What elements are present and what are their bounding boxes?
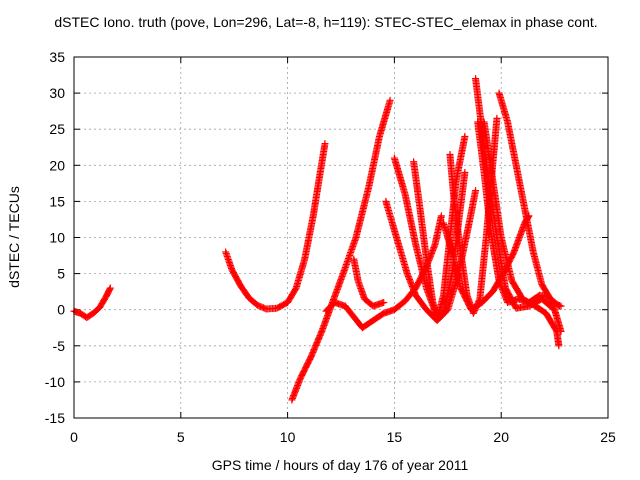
x-axis-label: GPS time / hours of day 176 of year 2011	[212, 457, 469, 473]
data-arc	[350, 255, 388, 310]
x-tick-label: 15	[387, 429, 403, 445]
data-arc	[288, 96, 394, 404]
data-arc	[440, 212, 533, 314]
data-arc	[70, 284, 114, 322]
y-tick-label: 10	[49, 230, 65, 246]
data-point	[380, 298, 388, 306]
data-point	[525, 212, 533, 220]
y-axis-label: dSTEC / TECUs	[6, 186, 22, 288]
tick-labels: 0 5 10 15 20 25 -15 -10 -5 0 5 10 15 20 25 30 35	[45, 49, 616, 445]
x-tick-label: 5	[177, 429, 185, 445]
data-point	[106, 285, 114, 293]
y-tick-label: 25	[49, 121, 65, 137]
data-arc	[474, 118, 563, 310]
plot-frame	[73, 56, 609, 419]
chart-title: dSTEC Iono. truth (pove, Lon=296, Lat=-8…	[54, 14, 597, 30]
data-point	[437, 212, 445, 220]
x-tick-label: 25	[600, 429, 616, 445]
data-point	[106, 284, 114, 292]
y-tick-label: 30	[49, 85, 65, 101]
data-point	[554, 301, 562, 309]
y-tick-label: 20	[49, 157, 65, 173]
data-arc	[222, 140, 329, 313]
data-point	[472, 187, 480, 195]
data-point	[386, 96, 394, 104]
data-point	[321, 140, 329, 148]
y-tick-label: 0	[57, 302, 65, 318]
data-arcs	[70, 75, 565, 404]
data-point	[524, 213, 532, 221]
data-point	[555, 302, 563, 310]
x-tick-label: 10	[280, 429, 296, 445]
y-tick-label: 5	[57, 266, 65, 282]
y-tick-label: 35	[49, 49, 65, 65]
y-tick-label: -5	[53, 338, 66, 354]
data-point	[493, 114, 501, 122]
data-arc	[410, 132, 469, 322]
data-point	[461, 169, 469, 177]
data-point	[555, 342, 563, 350]
y-tick-label: -15	[45, 410, 65, 426]
data-point	[461, 132, 469, 140]
y-tick-label: 15	[49, 193, 65, 209]
x-tick-label: 0	[70, 429, 78, 445]
x-tick-label: 20	[493, 429, 509, 445]
y-tick-label: -10	[45, 374, 65, 390]
